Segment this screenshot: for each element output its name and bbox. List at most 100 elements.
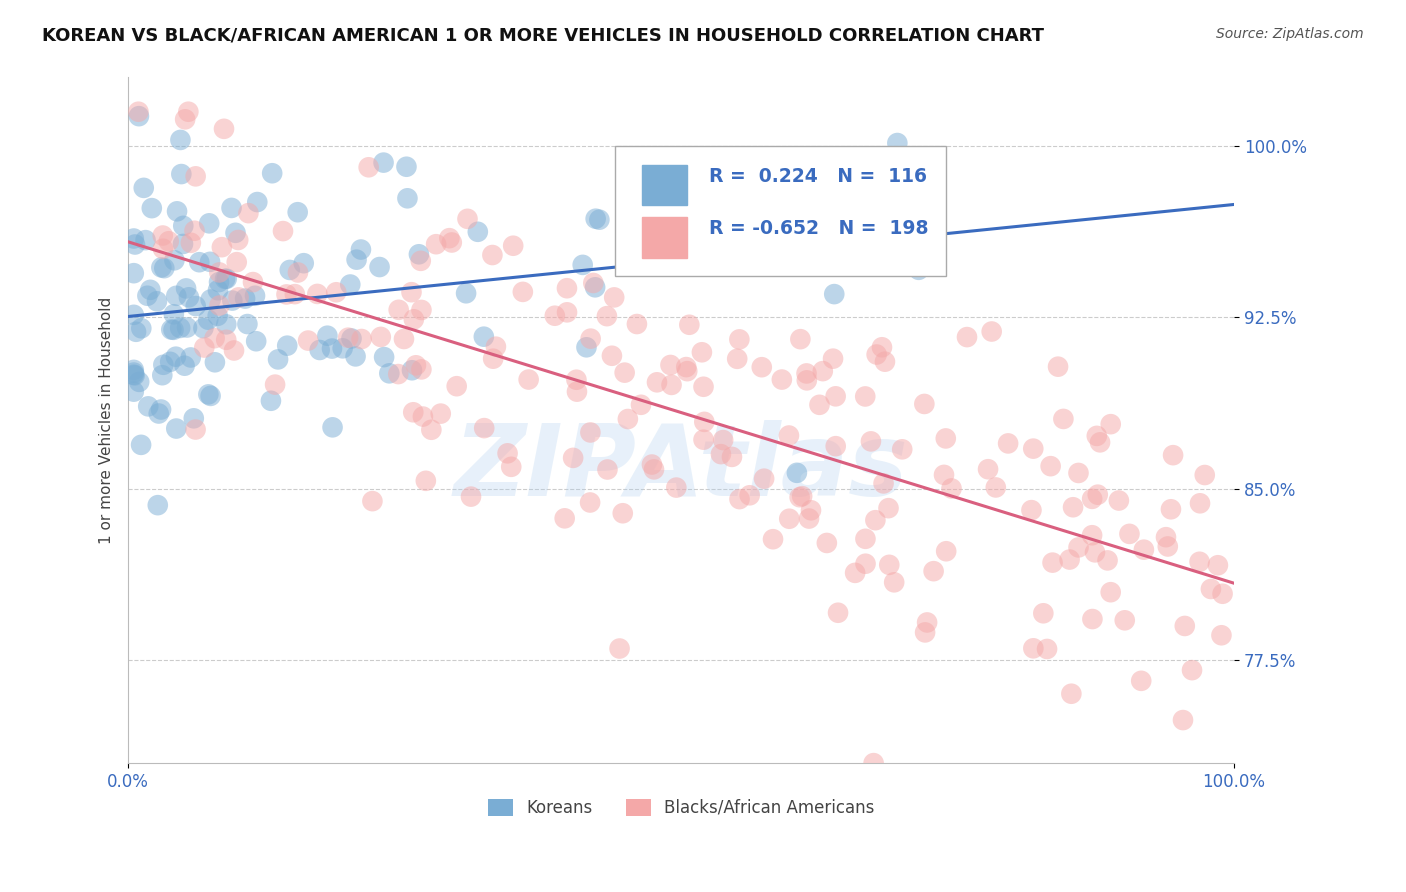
Point: [439, 231, 461, 245]
Point: [173, 359, 195, 373]
Point: [641, 458, 664, 472]
Point: [1059, 552, 1081, 566]
Point: [387, 367, 409, 381]
Point: [350, 243, 373, 257]
Point: [582, 276, 605, 290]
Point: [565, 384, 588, 399]
Point: [246, 195, 269, 210]
Point: [1022, 442, 1045, 456]
Point: [472, 329, 495, 343]
Point: [122, 266, 145, 280]
Point: [172, 237, 194, 252]
Point: [1099, 417, 1122, 432]
Point: [212, 121, 235, 136]
Point: [1188, 496, 1211, 510]
Point: [262, 166, 284, 180]
Point: [160, 322, 183, 336]
Point: [165, 350, 187, 364]
Point: [1130, 673, 1153, 688]
Point: [692, 433, 714, 447]
Point: [180, 351, 202, 365]
Point: [870, 340, 893, 354]
Point: [378, 367, 401, 381]
Point: [815, 536, 838, 550]
Point: [373, 155, 395, 169]
Point: [420, 423, 443, 437]
Point: [152, 242, 174, 256]
Point: [612, 506, 634, 520]
Point: [370, 330, 392, 344]
Point: [596, 462, 619, 476]
Point: [200, 293, 222, 307]
Point: [873, 354, 896, 368]
Point: [675, 360, 697, 375]
Point: [579, 332, 602, 346]
Point: [204, 331, 226, 345]
Point: [183, 411, 205, 425]
Point: [661, 377, 683, 392]
Point: [148, 407, 170, 421]
Point: [725, 351, 748, 366]
Point: [855, 532, 877, 546]
Point: [405, 359, 427, 373]
Point: [827, 606, 849, 620]
Point: [915, 615, 938, 630]
Point: [456, 211, 478, 226]
Point: [128, 375, 150, 389]
Point: [409, 253, 432, 268]
Point: [485, 340, 508, 354]
Point: [609, 641, 631, 656]
Point: [1036, 642, 1059, 657]
Point: [200, 389, 222, 403]
Point: [571, 258, 593, 272]
Point: [1114, 613, 1136, 627]
Point: [912, 397, 935, 411]
Point: [588, 212, 610, 227]
Point: [659, 358, 682, 372]
Point: [721, 450, 744, 464]
Point: [350, 332, 373, 346]
Point: [242, 275, 264, 289]
Point: [215, 271, 238, 285]
Point: [877, 558, 900, 572]
Point: [225, 255, 247, 269]
Point: [215, 333, 238, 347]
Point: [1047, 359, 1070, 374]
Point: [501, 459, 523, 474]
Point: [617, 412, 640, 426]
Point: [865, 347, 887, 361]
Point: [415, 474, 437, 488]
Point: [1194, 468, 1216, 483]
Point: [914, 625, 936, 640]
Point: [1171, 713, 1194, 727]
Point: [373, 350, 395, 364]
Point: [631, 255, 654, 269]
Point: [207, 283, 229, 297]
Point: [690, 345, 713, 359]
Point: [600, 349, 623, 363]
Text: ZIPAtlas: ZIPAtlas: [454, 420, 908, 516]
Point: [169, 133, 191, 147]
Point: [184, 423, 207, 437]
Point: [233, 292, 256, 306]
Point: [177, 290, 200, 304]
Point: [562, 450, 585, 465]
Point: [683, 164, 706, 178]
Point: [388, 302, 411, 317]
Point: [1084, 545, 1107, 559]
Point: [215, 318, 238, 332]
Point: [208, 275, 231, 289]
Point: [150, 402, 173, 417]
Point: [132, 181, 155, 195]
Point: [692, 380, 714, 394]
Point: [124, 368, 146, 383]
Point: [408, 247, 430, 261]
Point: [1081, 491, 1104, 506]
Point: [429, 407, 451, 421]
Point: [332, 342, 354, 356]
Point: [128, 109, 150, 123]
Point: [811, 364, 834, 378]
Point: [163, 253, 186, 268]
Point: [122, 308, 145, 322]
Point: [135, 233, 157, 247]
